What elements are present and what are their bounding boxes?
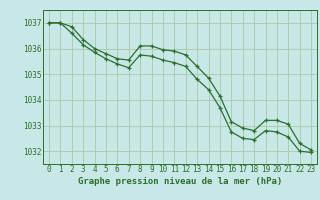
X-axis label: Graphe pression niveau de la mer (hPa): Graphe pression niveau de la mer (hPa) — [78, 177, 282, 186]
